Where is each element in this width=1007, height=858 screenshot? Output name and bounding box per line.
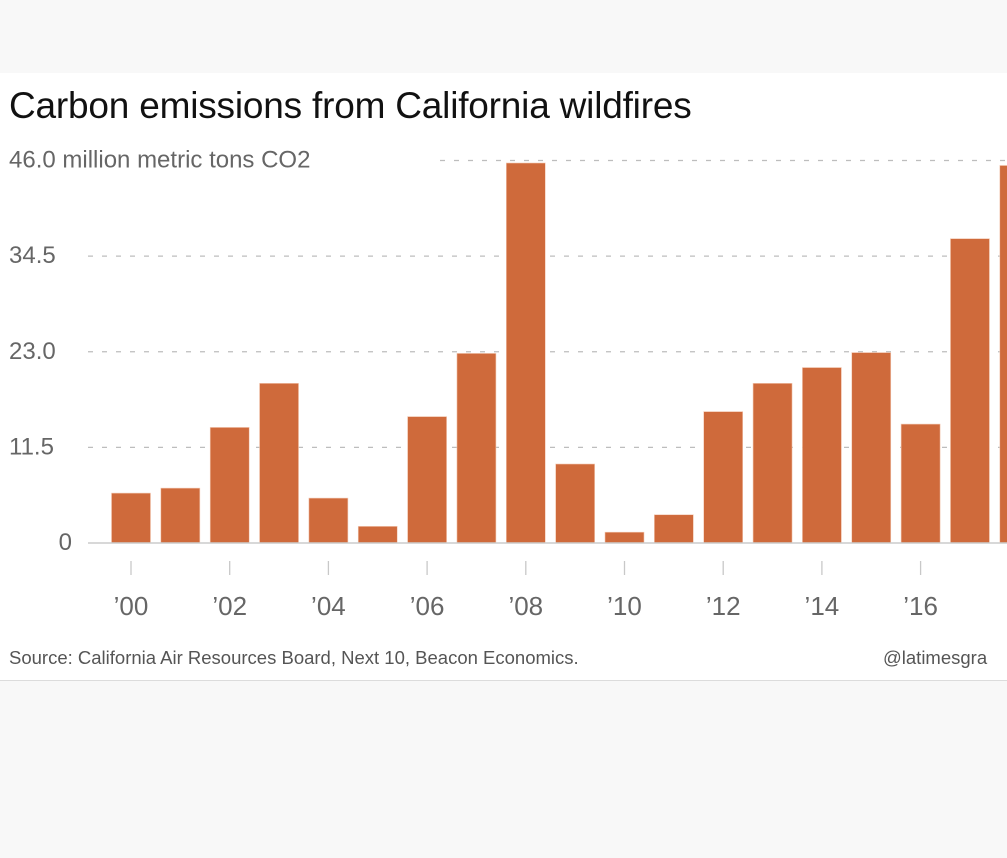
bar-2000[interactable] (111, 492, 151, 544)
bar-2006[interactable] (407, 416, 447, 544)
bar-2010[interactable] (604, 531, 645, 544)
bar-2017[interactable] (950, 238, 990, 544)
x-tick-label: ’06 (410, 591, 445, 621)
bar-2015[interactable] (851, 352, 892, 544)
credit-handle[interactable]: @latimesgra (883, 647, 988, 668)
x-tick-label: ’14 (805, 591, 840, 621)
bar-2018[interactable] (999, 165, 1007, 544)
bar-2004[interactable] (308, 497, 349, 544)
bars (111, 162, 1007, 544)
x-tick-label: ’16 (903, 591, 938, 621)
bar-2013[interactable] (752, 383, 793, 544)
y-tick-label: 34.5 (9, 242, 56, 269)
bar-2008[interactable] (505, 162, 546, 544)
y-tick-label: 46.0 million metric tons CO2 (9, 147, 310, 174)
bar-2002[interactable] (209, 427, 250, 544)
bar-2005[interactable] (357, 526, 398, 544)
x-tick-label: ’02 (212, 591, 247, 621)
x-tick-label: ’12 (706, 591, 741, 621)
y-axis-labels: 0 11.5 23.0 34.5 46.0 million metric tons CO… (9, 147, 310, 557)
x-tick-label: ’08 (508, 591, 543, 621)
chart-card: Carbon emissions from California wildfir… (0, 73, 1007, 681)
y-tick-label: 11.5 (9, 433, 54, 460)
x-tick-label: ’04 (311, 591, 346, 621)
bar-2009[interactable] (555, 463, 595, 544)
x-axis-ticks: ’00’02’04’06’08’10’12’14’16’ (114, 561, 938, 621)
bar-2012[interactable] (703, 411, 744, 544)
x-tick-label: ’10 (607, 591, 642, 621)
gridlines (88, 159, 1007, 448)
bar-2001[interactable] (160, 487, 201, 544)
source-note: Source: California Air Resources Board, … (9, 647, 579, 668)
chart-title: Carbon emissions from California wildfir… (9, 85, 692, 126)
bar-2014[interactable] (802, 367, 842, 544)
bar-2003[interactable] (259, 383, 299, 544)
bar-2011[interactable] (654, 514, 694, 544)
bar-chart: 0 11.5 23.0 34.5 46.0 million metric tons CO… (9, 147, 1007, 621)
x-tick-label: ’00 (114, 591, 149, 621)
bar-2007[interactable] (456, 353, 497, 544)
bar-2016[interactable] (900, 423, 941, 544)
y-tick-label: 23.0 (9, 338, 56, 365)
y-tick-label: 0 (59, 529, 72, 556)
